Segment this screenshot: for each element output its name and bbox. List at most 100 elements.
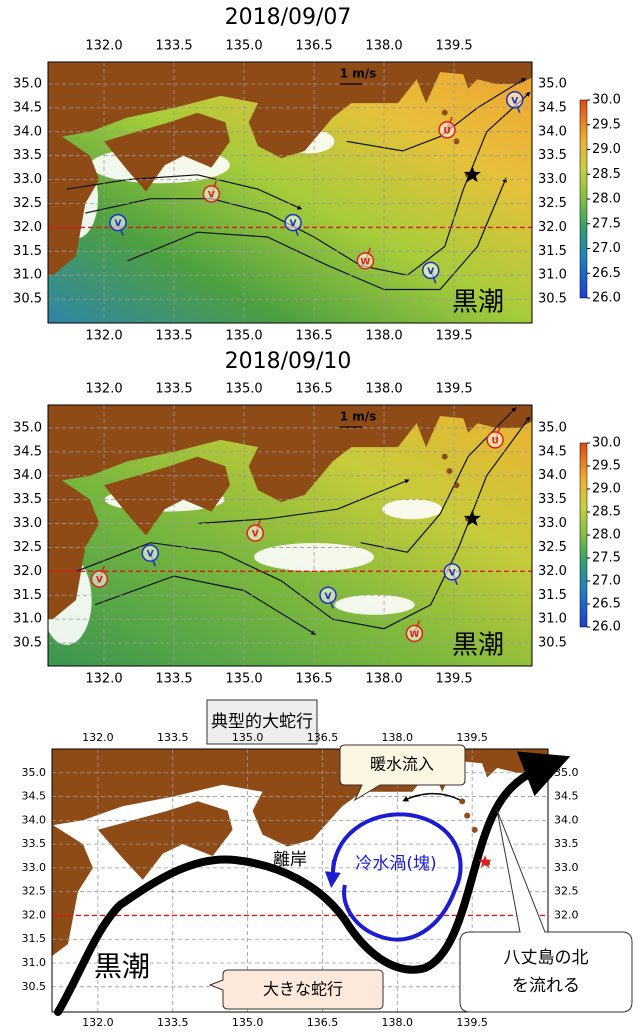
x-tick-label: 136.5 <box>307 731 339 744</box>
x-tick-label: 139.5 <box>435 39 472 54</box>
eddy-marker <box>486 431 504 449</box>
masked-area <box>334 594 415 615</box>
callout-text: 大きな蛇行 <box>263 980 343 999</box>
y-tick-label: 34.5 <box>538 100 567 115</box>
land <box>48 405 532 620</box>
star <box>463 509 481 527</box>
offshore-label: 離岸 <box>273 850 307 870</box>
map-frame <box>51 748 549 1013</box>
x-tick-label: 132.0 <box>82 731 114 744</box>
y-tick-label: 32.0 <box>538 564 567 579</box>
colorbar-tick-label: 26.5 <box>592 266 621 281</box>
y-tick-label: 33.5 <box>13 492 42 507</box>
x-tick-label: 133.5 <box>155 672 192 687</box>
y-tick-label: 31.5 <box>13 244 42 259</box>
map-panel: 2018/09/07 132.0 132.0 133.5 133.5 135.0 135.0… <box>13 5 621 344</box>
land <box>48 62 532 276</box>
scale-label: 1 m/s <box>340 410 377 424</box>
x-tick-label: 138.0 <box>365 39 402 54</box>
colorbar-tick-label: 29.5 <box>592 117 621 132</box>
y-tick-label: 34.0 <box>22 813 47 826</box>
region-label: 黒潮 <box>452 288 504 318</box>
masked-area <box>254 543 375 572</box>
eddy-marker <box>356 252 375 270</box>
colorbar-tick-label: 26.5 <box>592 597 621 612</box>
x-tick-label: 139.5 <box>435 382 472 397</box>
y-tick-label: 32.5 <box>13 196 42 211</box>
callout-text: 暖水流入 <box>370 755 434 774</box>
eddy-marker-label: V <box>290 219 297 229</box>
x-tick-label: 132.0 <box>85 672 122 687</box>
eddy-marker-label: V <box>511 96 518 106</box>
eddy-marker <box>246 524 264 542</box>
colorbar-tick-label: 27.5 <box>592 216 621 231</box>
x-tick-label: 136.5 <box>295 39 332 54</box>
y-tick-label: 35.0 <box>22 766 47 779</box>
schematic-panel: 典型的大蛇行 132.0 132.0 133.5 133.5 135.0 135.0 136.… <box>22 699 633 1029</box>
island <box>453 138 460 145</box>
x-tick-label: 132.0 <box>85 329 122 344</box>
colorbar-tick-label: 28.0 <box>592 192 621 207</box>
eddy-marker-label: V <box>208 190 215 200</box>
y-tick-label: 33.0 <box>538 172 567 187</box>
y-tick-label: 33.0 <box>554 861 579 874</box>
eddy-marker-label: U <box>443 126 450 136</box>
x-tick-label: 133.5 <box>157 1016 189 1029</box>
y-tick-label: 33.5 <box>22 837 47 850</box>
streamline <box>66 174 303 210</box>
island <box>446 467 453 474</box>
map-area <box>48 62 532 323</box>
y-tick-label: 31.0 <box>538 268 567 283</box>
y-tick-label: 34.5 <box>13 444 42 459</box>
x-tick-label: 139.5 <box>456 1016 488 1029</box>
colorbar-tick-label: 30.0 <box>592 436 621 451</box>
land <box>97 801 233 880</box>
y-tick-label: 32.0 <box>554 908 579 921</box>
y-tick-label: 31.0 <box>13 612 42 627</box>
land <box>104 112 230 192</box>
colorbar-tick-label: 27.0 <box>592 574 621 589</box>
x-tick-label: 136.5 <box>295 329 332 344</box>
eddy-marker-label: V <box>147 550 154 560</box>
y-tick-label: 32.0 <box>22 908 47 921</box>
panel-title: 2018/09/10 <box>225 349 352 374</box>
x-tick-label: 136.5 <box>295 382 332 397</box>
x-tick-label: 138.0 <box>382 731 414 744</box>
scale-label: 1 m/s <box>340 67 377 81</box>
y-tick-label: 34.5 <box>538 444 567 459</box>
callout <box>459 809 633 1013</box>
x-tick-label: 135.0 <box>232 1016 264 1029</box>
y-tick-label: 31.0 <box>22 956 47 969</box>
x-tick-label: 135.0 <box>225 39 262 54</box>
colorbar-tick-label: 28.0 <box>592 528 621 543</box>
y-tick-label: 34.0 <box>13 124 42 139</box>
island <box>464 812 471 819</box>
x-tick-label: 135.0 <box>232 731 264 744</box>
eddy-marker <box>421 261 440 280</box>
streamline <box>360 407 517 553</box>
eddy-marker <box>505 91 524 109</box>
y-tick-label: 35.0 <box>13 76 42 91</box>
x-tick-label: 139.5 <box>435 329 472 344</box>
x-tick-label: 138.0 <box>382 1016 414 1029</box>
eddy-marker <box>202 185 221 203</box>
colorbar-tick-label: 28.5 <box>592 167 621 182</box>
callout-text: 八丈島の北 <box>504 948 589 968</box>
y-tick-label: 32.0 <box>13 220 42 235</box>
land <box>104 456 230 536</box>
y-tick-label: 35.0 <box>538 420 567 435</box>
eddy-marker-label: V <box>252 530 259 540</box>
y-tick-label: 32.5 <box>13 540 42 555</box>
colorbar <box>579 442 588 628</box>
star <box>478 855 492 868</box>
y-tick-label: 30.5 <box>13 292 42 307</box>
x-tick-label: 138.0 <box>365 382 402 397</box>
panel-title: 2018/09/07 <box>225 5 352 30</box>
kuroshio-path <box>54 751 571 1016</box>
x-tick-label: 138.0 <box>365 672 402 687</box>
x-tick-label: 135.0 <box>225 329 262 344</box>
x-tick-label: 136.5 <box>295 672 332 687</box>
y-tick-label: 33.0 <box>22 861 47 874</box>
island <box>441 109 448 116</box>
island <box>441 453 448 460</box>
